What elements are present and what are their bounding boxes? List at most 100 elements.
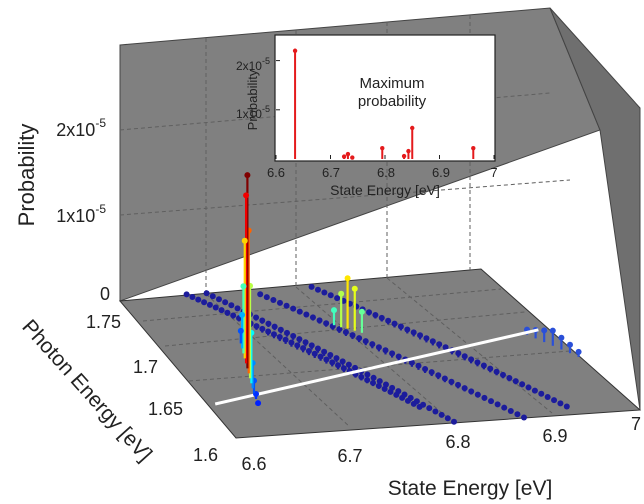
series-3-point-3-marker xyxy=(327,292,334,299)
series-0-point-27-marker xyxy=(340,365,347,372)
series-2-point-36-marker xyxy=(494,401,501,408)
series-3-point-31-marker xyxy=(506,374,513,381)
series-1-point-23-marker xyxy=(345,361,352,368)
series-3-point-9-marker xyxy=(366,309,373,316)
series-3-point-33-marker xyxy=(519,381,526,388)
cyan-cluster-point-3-marker xyxy=(351,285,358,292)
data-layer xyxy=(183,172,582,425)
right-tail-point-4-marker xyxy=(558,334,565,341)
y-tick-3: 1.75 xyxy=(86,312,121,332)
inset-ytick-2-exp: -5 xyxy=(262,56,270,66)
series-2-point-32-marker xyxy=(468,388,475,395)
series-2-point-1-marker xyxy=(263,294,270,301)
x-tick-0: 6.6 xyxy=(241,454,266,474)
series-3-point-19-marker xyxy=(429,338,436,345)
main-cluster-point-12-marker xyxy=(237,327,244,334)
series-3-point-4-marker xyxy=(334,295,341,302)
x-tick-2: 6.8 xyxy=(445,432,470,452)
series-2-point-3-marker xyxy=(276,299,283,306)
main-cluster-point-0-marker xyxy=(255,400,262,407)
series-0-point-12-marker xyxy=(253,323,260,330)
series-0-point-14-marker xyxy=(265,328,272,335)
series-2-point-29-marker xyxy=(448,378,455,385)
series-3-point-17-marker xyxy=(417,332,424,339)
series-0-point-6-marker xyxy=(218,307,225,314)
series-3-point-1-marker xyxy=(314,286,321,293)
series-2-point-24-marker xyxy=(415,362,422,369)
series-1-point-31-marker xyxy=(395,388,402,395)
main-cluster-point-9-marker xyxy=(241,237,248,244)
series-1-point-29-marker xyxy=(382,381,389,388)
series-2-point-31-marker xyxy=(461,385,468,392)
series-3-point-11-marker xyxy=(378,314,385,321)
y-tick-1: 1.65 xyxy=(148,399,183,419)
right-tail-point-6-marker xyxy=(575,348,582,355)
inset-xtick-0: 6.6 xyxy=(267,165,285,180)
inset-background xyxy=(274,34,496,162)
series-2-point-7-marker xyxy=(303,311,310,318)
inset-ytick-1-exp: -5 xyxy=(262,104,270,114)
series-2-point-30-marker xyxy=(455,381,462,388)
series-3-point-10-marker xyxy=(372,312,379,319)
series-1-point-5-marker xyxy=(234,305,241,312)
inset-ylabel: Probability xyxy=(245,69,260,130)
cyan-cluster-point-0-marker xyxy=(331,307,337,314)
series-1-point-21-marker xyxy=(333,355,340,362)
series-0-point-2-marker xyxy=(195,296,202,303)
series-3-point-13-marker xyxy=(391,320,398,327)
series-2-point-17-marker xyxy=(369,341,376,348)
inset-marker-2 xyxy=(345,151,351,157)
series-3-point-37-marker xyxy=(544,393,551,400)
main-cluster-point-10-marker xyxy=(240,283,247,290)
series-0-point-7-marker xyxy=(224,309,231,316)
series-1-point-8-marker xyxy=(253,314,260,321)
series-3-point-20-marker xyxy=(436,341,443,348)
floor xyxy=(118,268,642,439)
series-2-point-18-marker xyxy=(375,344,382,351)
series-2-point-9-marker xyxy=(316,317,323,324)
inset-marker-1 xyxy=(341,154,347,159)
series-0-point-21-marker xyxy=(305,347,312,354)
series-3-point-36-marker xyxy=(538,390,545,397)
y-tick-2: 1.7 xyxy=(133,357,158,377)
cyan-cluster-point-1-marker xyxy=(338,290,345,297)
series-2-point-8-marker xyxy=(309,314,316,321)
series-1-point-12-marker xyxy=(277,326,284,333)
series-1-point-11-marker xyxy=(271,323,278,330)
series-0-point-25-marker xyxy=(329,359,336,366)
z-tick-1-base: 1x10 xyxy=(56,206,95,226)
series-0-point-30-marker xyxy=(358,374,365,381)
series-1-point-14-marker xyxy=(290,332,297,339)
series-1-point-10-marker xyxy=(265,320,272,327)
series-1-point-24-marker xyxy=(352,364,359,371)
series-1-point-16-marker xyxy=(302,339,309,346)
series-2-point-20-marker xyxy=(389,350,396,357)
series-1-point-32-marker xyxy=(401,391,408,398)
series-3-point-2-marker xyxy=(321,289,328,296)
series-3-point-29-marker xyxy=(493,368,500,375)
inset-xlabel: State Energy [eV] xyxy=(330,182,440,198)
x-axis-label: State Energy [eV] xyxy=(388,477,553,500)
series-0-point-20-marker xyxy=(300,345,307,352)
z-tick-1-exp: -5 xyxy=(95,202,106,216)
inset-marker-6 xyxy=(406,148,411,154)
inset-xtick-4: 7 xyxy=(490,165,497,180)
series-1-point-18-marker xyxy=(314,345,321,352)
series-3-point-28-marker xyxy=(487,365,494,372)
series-1-point-3-marker xyxy=(222,299,229,306)
inset-chart: Maximum probability Probability 1x10-5 2… xyxy=(236,34,498,198)
series-3-point-30-marker xyxy=(500,371,506,378)
inset-annotation-line2: probability xyxy=(358,93,427,110)
series-0-point-0-marker xyxy=(183,291,190,298)
series-3-point-38-marker xyxy=(551,397,558,404)
series-1-point-28-marker xyxy=(376,378,383,385)
series-0-point-13-marker xyxy=(259,325,266,332)
series-1-point-33-marker xyxy=(407,394,414,401)
series-1-point-13-marker xyxy=(284,329,291,336)
series-1-point-4-marker xyxy=(228,302,235,309)
y-tick-0: 1.6 xyxy=(193,445,218,465)
series-1-point-2-marker xyxy=(215,296,222,303)
series-2-point-16-marker xyxy=(362,338,369,345)
series-1-point-40-marker xyxy=(451,418,457,425)
